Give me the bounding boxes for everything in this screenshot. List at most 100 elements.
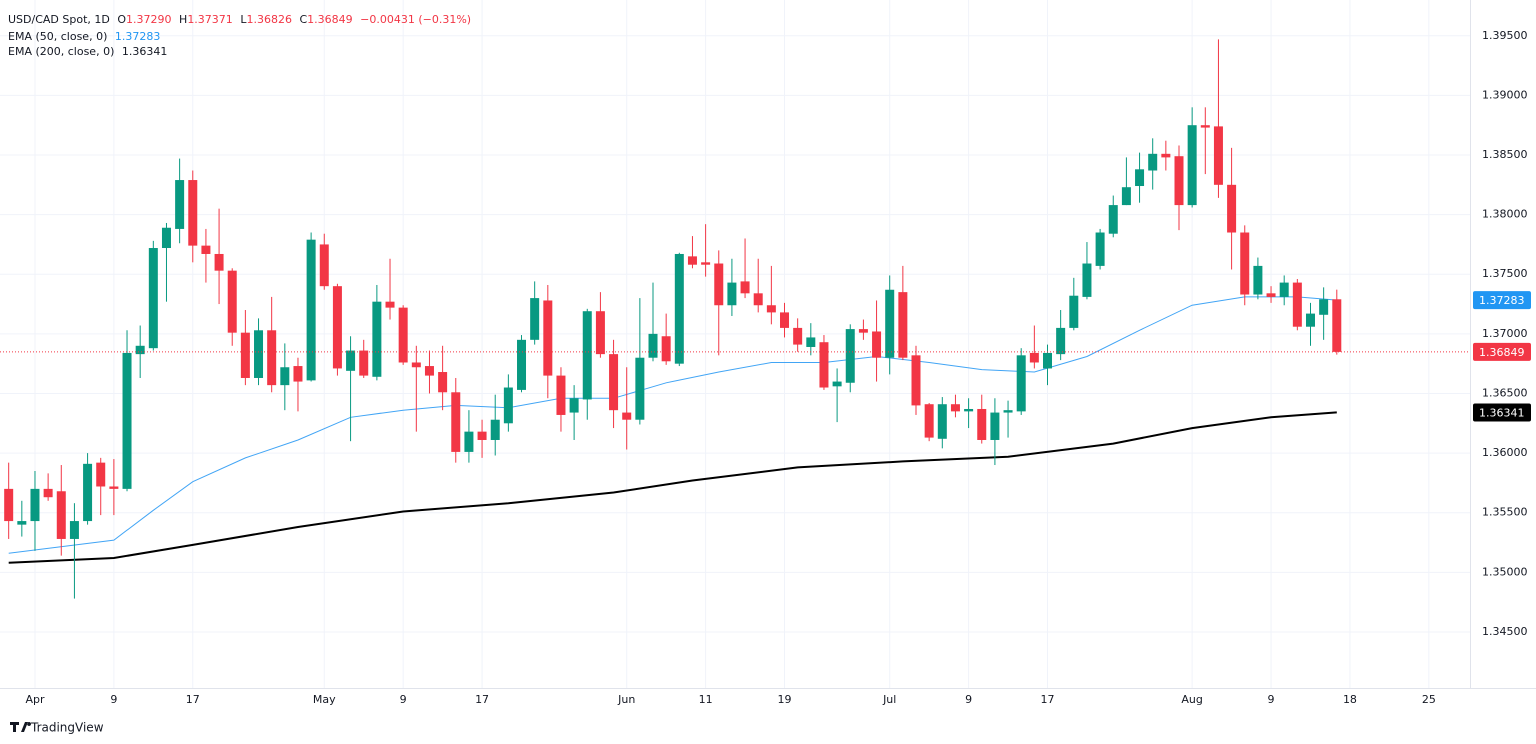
candle-body (977, 408, 987, 440)
candle-body (845, 329, 855, 383)
x-tick-label: May (313, 693, 336, 706)
candle-body (740, 281, 750, 294)
candle-body (582, 311, 592, 400)
candle-body (359, 350, 369, 376)
ohlc-key: H (179, 13, 187, 26)
price-tag (1473, 342, 1531, 361)
candle-body (332, 286, 342, 369)
x-tick-label: 17 (186, 693, 200, 706)
price-tag-label: 1.36341 (1479, 406, 1525, 419)
y-tick-label: 1.34500 (1482, 625, 1528, 638)
candle-body (898, 292, 908, 358)
ohlc-change: −0.00431 (−0.31%) (360, 13, 471, 26)
candle-body (1319, 299, 1329, 315)
ohlc-value: 1.37371 (187, 13, 233, 26)
candle-body (911, 355, 921, 406)
candle-body (674, 253, 684, 364)
candle-body (950, 404, 960, 412)
candle-body (214, 253, 224, 271)
candle-body (1082, 263, 1092, 297)
logo (10, 722, 32, 732)
candle-body (148, 248, 158, 349)
axes: 1.34500 1.35000 1.35500 1.36000 1.36500 1.370… (25, 29, 1527, 706)
candle-body (1253, 265, 1263, 295)
ohlc-value: 1.37290 (126, 13, 172, 26)
watermark: TradingView (10, 721, 104, 735)
candle-body (319, 244, 329, 287)
candle-body (1174, 156, 1184, 206)
candle-body (503, 387, 513, 424)
candle-body (398, 307, 408, 363)
candle-body (964, 408, 974, 412)
candle-body (293, 366, 303, 382)
candle-body (832, 381, 842, 387)
y-tick-label: 1.37000 (1482, 327, 1528, 340)
candle-body (1043, 352, 1053, 369)
candle-body (306, 239, 316, 381)
candle-body (43, 488, 53, 498)
candle-body (687, 256, 697, 265)
legend-value: 1.37283 (115, 30, 161, 43)
header-line: USD/CAD Spot, 1D O1.37290 H1.37371 L1.36… (8, 13, 471, 26)
legend-entry: EMA (50, close, 0) 1.37283 (8, 30, 160, 43)
candle-body (477, 431, 487, 440)
candle-body (530, 298, 540, 340)
x-tick-label: 18 (1343, 693, 1357, 706)
candle-body (161, 227, 171, 249)
x-tick-label: Jun (617, 693, 635, 706)
candle-body (780, 312, 790, 328)
ohlc-key: O (117, 13, 126, 26)
candle-body (175, 180, 185, 229)
candle-body (109, 486, 119, 489)
candle-body (424, 366, 434, 376)
candle-body (69, 521, 79, 539)
candle-body (1305, 313, 1315, 327)
x-tick-label: 9 (400, 693, 407, 706)
price-tag-label: 1.37283 (1479, 294, 1525, 307)
candle-body (227, 270, 237, 333)
candle-body (793, 327, 803, 345)
candle-body (451, 392, 461, 452)
candle-body (1266, 293, 1276, 297)
candle-body (188, 180, 198, 246)
symbol-title: USD/CAD Spot, 1D (8, 13, 110, 26)
legend-entry: EMA (200, close, 0) 1.36341 (8, 45, 167, 58)
candle-body (1003, 410, 1013, 413)
candle-body (438, 372, 448, 393)
price-tag (1473, 291, 1531, 310)
legend-name: EMA (200, close, 0) (8, 45, 114, 58)
candle-body (17, 521, 27, 525)
candle-body (56, 491, 66, 539)
candle-body (1121, 187, 1131, 206)
x-tick-label: 17 (475, 693, 489, 706)
y-tick-label: 1.37500 (1482, 267, 1528, 280)
candle-body (924, 404, 934, 438)
y-tick-label: 1.36500 (1482, 386, 1528, 399)
candle-body (872, 331, 882, 358)
ohlc-value: 1.36826 (246, 13, 292, 26)
candle-body (1029, 352, 1039, 363)
ohlc-value: 1.36849 (307, 13, 353, 26)
candle-body (635, 357, 645, 420)
candle-body (254, 330, 264, 378)
candle-body (609, 354, 619, 411)
candle-body (937, 404, 947, 439)
candle-body (595, 311, 605, 355)
candle-body (727, 282, 737, 306)
candle-body (464, 431, 474, 452)
candle-body (1148, 153, 1158, 171)
candle-body (990, 412, 1000, 440)
candle-body (753, 293, 763, 306)
grid (0, 0, 1470, 688)
candle-body (83, 463, 93, 522)
ohlc-key: L (240, 13, 247, 26)
candle-body (1161, 153, 1171, 158)
candle-body (201, 245, 211, 254)
candle-body (569, 398, 579, 413)
ema-line (8, 411, 1337, 564)
candle-body (1069, 295, 1079, 328)
candle-body (1095, 232, 1105, 266)
candle-body (556, 375, 566, 415)
candle-body (1056, 327, 1066, 355)
candle-body (543, 300, 553, 376)
